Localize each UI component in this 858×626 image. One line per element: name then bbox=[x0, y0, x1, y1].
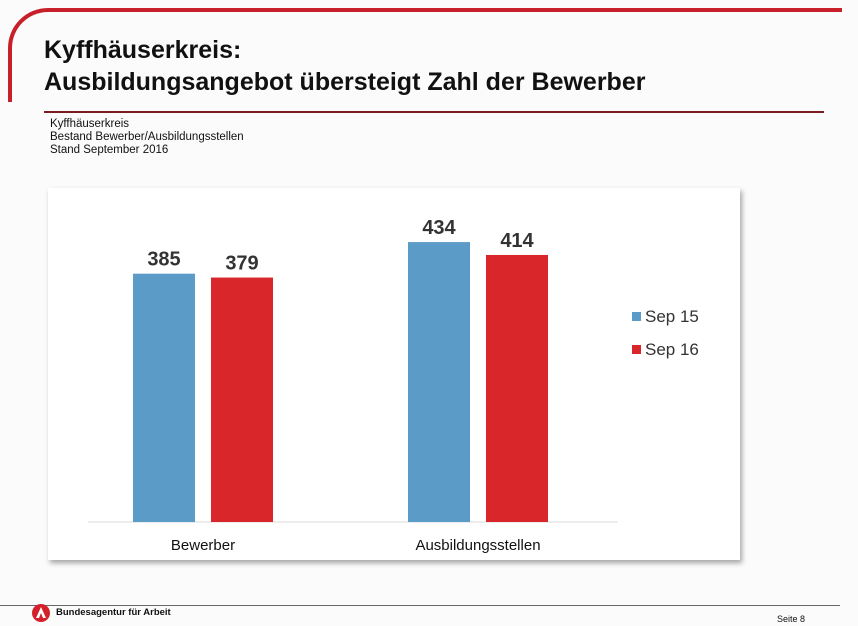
data-label: 414 bbox=[500, 230, 534, 252]
bar-Ausbildungsstellen-Sep-16 bbox=[486, 254, 548, 522]
category-label: Ausbildungsstellen bbox=[415, 537, 540, 554]
footer-organization: Bundesagentur für Arbeit bbox=[56, 607, 171, 618]
data-label: 434 bbox=[422, 217, 456, 239]
data-label: 379 bbox=[225, 253, 258, 275]
page-number: Seite 8 bbox=[777, 614, 806, 624]
bar-chart: 385 379 Bewerber 434 414 Ausbildungsstellen Se… bbox=[88, 217, 699, 554]
category-label: Bewerber bbox=[171, 537, 235, 554]
bar-Ausbildungsstellen-Sep-15 bbox=[408, 242, 470, 522]
agency-logo-icon bbox=[32, 604, 50, 622]
title-divider bbox=[44, 111, 824, 113]
bar-Bewerber-Sep-16 bbox=[211, 277, 273, 522]
subtitle-line: Bestand Bewerber/Ausbildungsstellen bbox=[50, 131, 244, 143]
legend-swatch bbox=[632, 312, 641, 321]
chart-area: 385 379 Bewerber 434 414 Ausbildungsstellen Se… bbox=[48, 188, 740, 560]
title-line-2: Ausbildungsangebot übersteigt Zahl der B… bbox=[44, 68, 646, 96]
title-frame bbox=[8, 8, 842, 132]
legend-label: Sep 16 bbox=[645, 340, 699, 359]
title-line-1: Kyffhäuserkreis: bbox=[44, 36, 242, 64]
subtitle-line: Stand September 2016 bbox=[50, 144, 169, 156]
subtitle-line: Kyffhäuserkreis bbox=[50, 118, 130, 130]
legend-swatch bbox=[632, 345, 641, 354]
legend-label: Sep 15 bbox=[645, 307, 699, 326]
data-label: 385 bbox=[147, 249, 180, 271]
slide-title: Kyffhäuserkreis: Ausbildungsangebot über… bbox=[44, 34, 645, 98]
footer-divider bbox=[0, 605, 840, 606]
chart-subtitle: Kyffhäuserkreis Bestand Bewerber/Ausbild… bbox=[50, 118, 244, 157]
bar-Bewerber-Sep-15 bbox=[133, 273, 195, 522]
